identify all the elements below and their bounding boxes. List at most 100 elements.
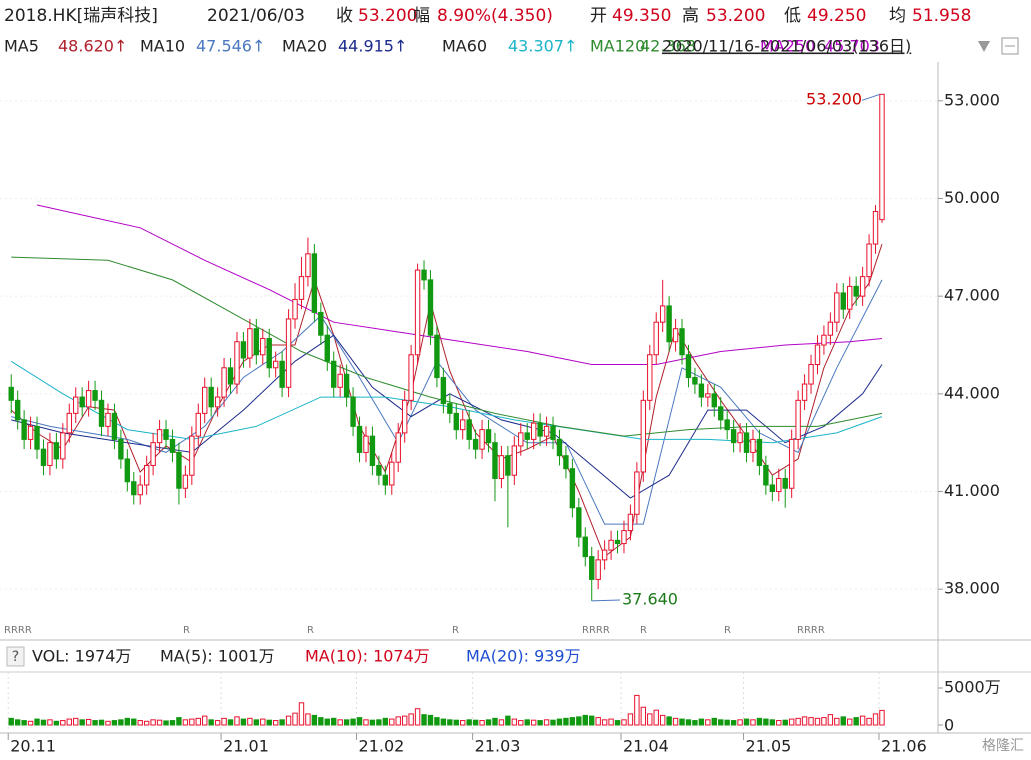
- candle-body: [92, 390, 98, 401]
- volume-bar: [505, 715, 511, 726]
- candle-body: [343, 373, 350, 398]
- y-tick-label: 38.000: [944, 579, 1000, 598]
- header-field: 53.200: [706, 6, 765, 26]
- candle-body: [543, 425, 550, 437]
- candle-body: [105, 412, 111, 427]
- candle-body: [550, 425, 556, 440]
- volume-bar: [582, 714, 588, 726]
- volume-bar: [401, 715, 408, 726]
- volume-bar: [311, 714, 318, 726]
- collapse-icon[interactable]: [1001, 37, 1019, 55]
- min-label: 37.640: [622, 590, 678, 609]
- volume-bar: [343, 719, 350, 726]
- candle-body: [518, 432, 524, 447]
- volume-bar: [827, 714, 834, 726]
- candle-body: [156, 429, 163, 444]
- candle-body: [537, 422, 543, 437]
- legend-value: 48.620↑: [58, 37, 127, 56]
- candle-body: [292, 298, 298, 320]
- max-label: 53.200: [806, 90, 862, 109]
- legend-value: 45.703: [824, 37, 880, 56]
- candle-body: [453, 412, 459, 431]
- volume-bar: [40, 719, 47, 726]
- candle-body: [272, 360, 279, 369]
- ma-line: [11, 334, 883, 499]
- volume-bar: [788, 718, 795, 726]
- candle-body: [601, 549, 608, 561]
- volume-bar: [821, 717, 827, 726]
- volume-bar: [730, 720, 737, 726]
- volume-bar: [569, 717, 576, 726]
- volume-bar: [672, 717, 679, 726]
- volume-bar: [427, 714, 434, 726]
- volume-bar: [369, 719, 376, 726]
- candle-body: [827, 321, 834, 336]
- candle-body: [472, 438, 479, 450]
- candle-body: [679, 328, 685, 356]
- candle-body: [814, 344, 821, 366]
- x-tick-label: 20.11: [10, 737, 56, 756]
- volume-bar: [124, 717, 131, 726]
- ex-rights-marker: RRRR: [582, 625, 610, 636]
- candle-body: [763, 464, 769, 486]
- header-field: 2018.HK[瑞声科技]: [4, 6, 158, 26]
- header-field: 49.250: [807, 6, 866, 26]
- candle-body: [85, 390, 92, 408]
- candle-body: [285, 318, 292, 388]
- volume-bar: [395, 716, 401, 726]
- volume-bar: [698, 718, 705, 726]
- volume-bar: [685, 719, 692, 726]
- header-field: 幅: [413, 6, 430, 26]
- candle-body: [705, 393, 711, 398]
- volume-bar: [324, 718, 330, 726]
- candle-body: [311, 253, 318, 313]
- candle-body: [621, 530, 627, 545]
- volume-bar: [105, 720, 111, 726]
- volume-header: MA(10): 1074万: [305, 647, 430, 666]
- volume-bar: [350, 718, 356, 726]
- candle-body: [498, 455, 505, 479]
- candle-body: [363, 435, 369, 453]
- candle-body: [47, 442, 53, 466]
- candle-body: [350, 396, 356, 427]
- candle-body: [492, 442, 498, 479]
- candle-body: [73, 396, 79, 414]
- volume-bar: [737, 719, 743, 726]
- ex-rights-marker: RRRR: [4, 625, 32, 636]
- ma-line: [11, 256, 883, 437]
- candle-body: [834, 292, 840, 323]
- candle-body: [479, 429, 485, 450]
- candle-body: [505, 455, 511, 476]
- volume-bar: [131, 718, 137, 726]
- volume-bar: [756, 717, 763, 726]
- candle-body: [653, 321, 659, 356]
- help-box[interactable]: [6, 646, 25, 667]
- volume-bar: [208, 719, 214, 726]
- volume-bar: [814, 717, 821, 726]
- volume-bar: [627, 713, 634, 726]
- candle-body: [756, 438, 763, 466]
- volume-bar: [182, 719, 189, 726]
- candle-body: [382, 474, 389, 486]
- candle-body: [195, 412, 201, 437]
- volume-bar: [498, 719, 505, 726]
- volume-bar: [769, 719, 776, 726]
- watermark: 格隆汇: [982, 738, 1024, 754]
- volume-bar: [460, 720, 466, 726]
- volume-bar: [279, 719, 285, 726]
- volume-bar: [518, 720, 524, 726]
- volume-bar: [247, 717, 253, 726]
- candle-body: [460, 419, 466, 431]
- candle-body: [821, 334, 827, 346]
- volume-bar: [608, 718, 614, 726]
- dropdown-icon[interactable]: [978, 41, 990, 52]
- legend-value: 43.307↑: [508, 37, 577, 56]
- candle-body: [672, 328, 679, 343]
- candle-body: [634, 471, 640, 515]
- volume-bar: [679, 718, 685, 726]
- volume-bar: [240, 718, 247, 726]
- candle-body: [556, 438, 563, 457]
- volume-bar: [169, 720, 176, 726]
- candle-body: [692, 377, 698, 385]
- candle-body: [369, 435, 376, 466]
